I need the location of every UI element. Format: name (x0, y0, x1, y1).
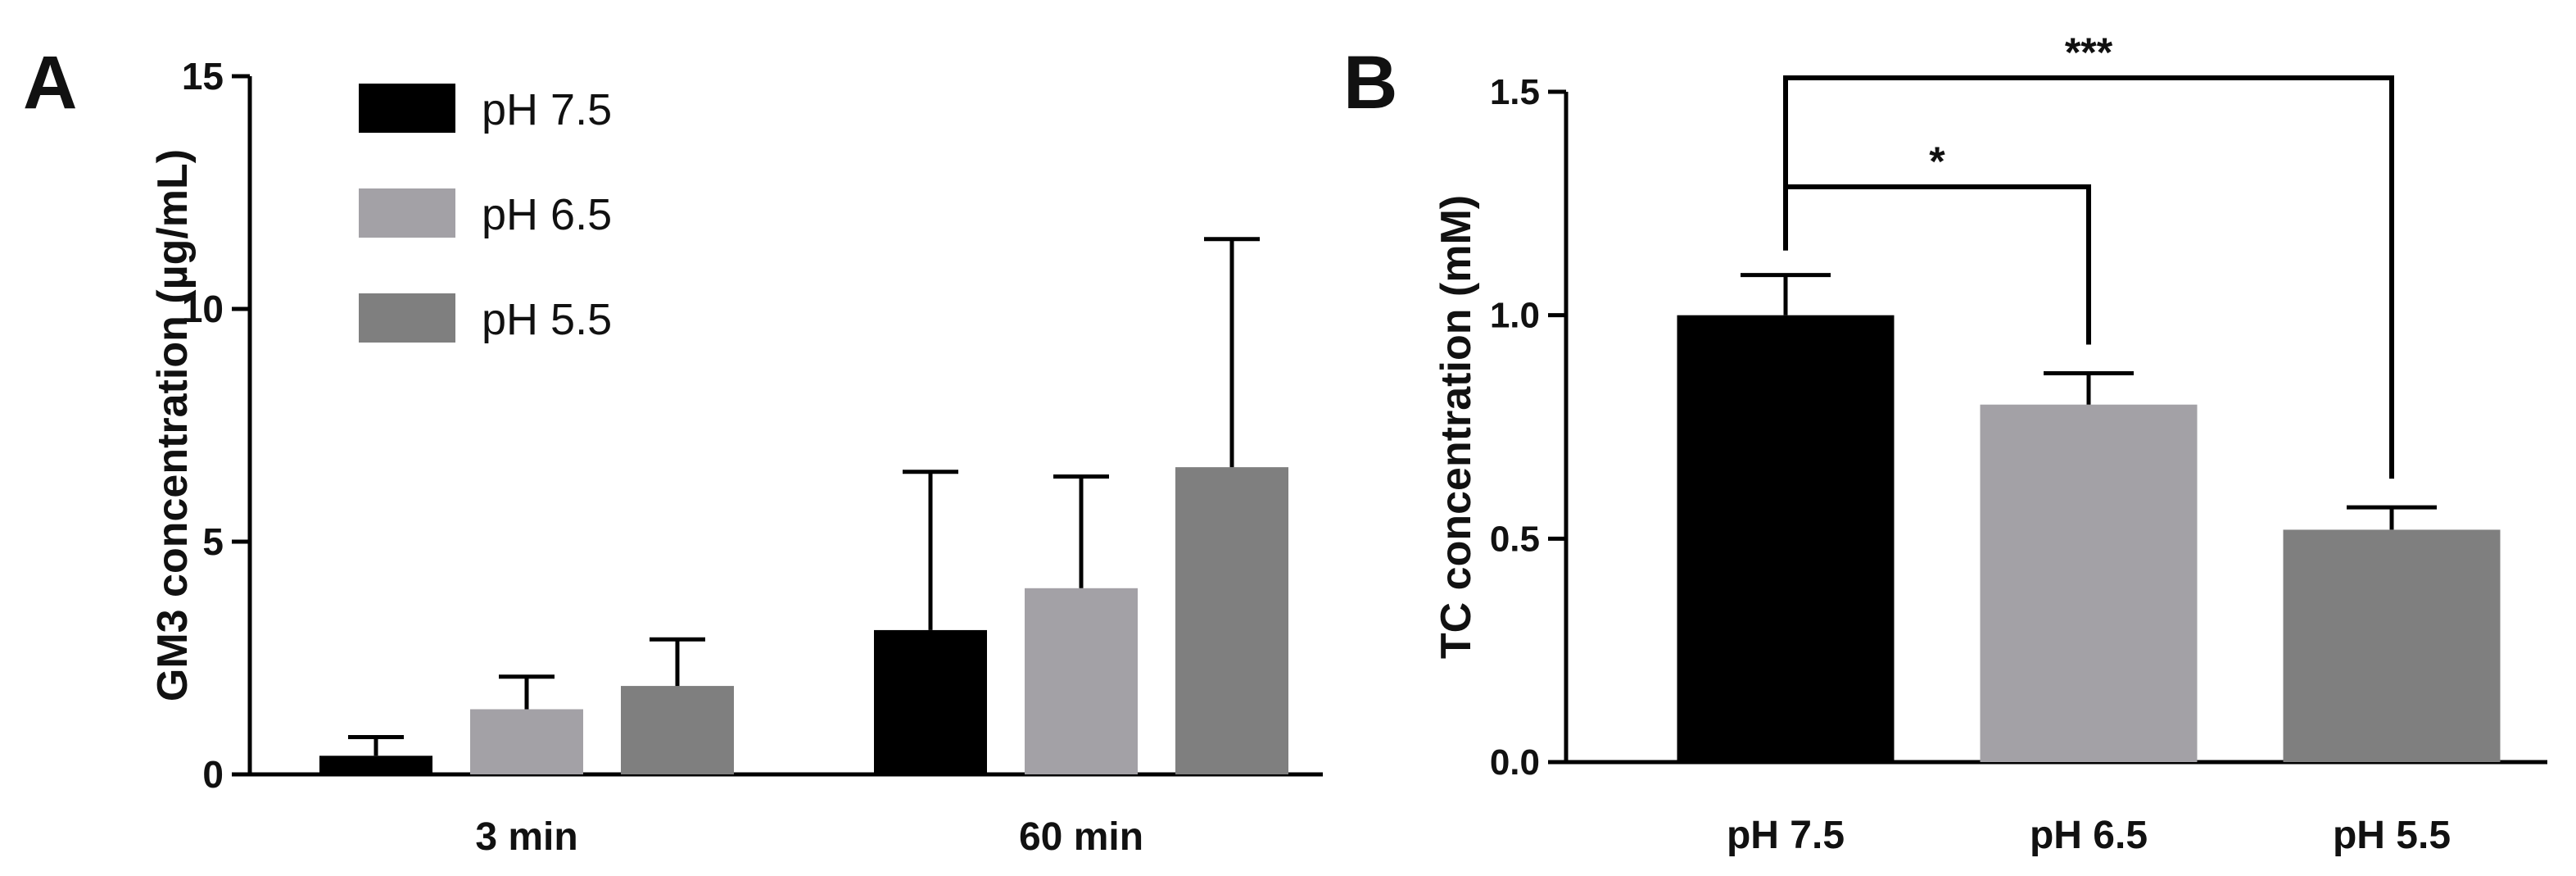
chart-a: 0 5 10 15 GM3 concentration (µg/mL) 3 min 60 m… (149, 55, 1323, 859)
bar-a-1-2 (1175, 467, 1288, 774)
panel-b-letter: B (1343, 41, 1397, 125)
x-tick-label-b-2: pH 5.5 (2333, 814, 2451, 857)
x-tick-label-a-0: 3 min (475, 815, 577, 859)
legend-label-2: pH 5.5 (482, 295, 612, 344)
significance-label-1: *** (2065, 30, 2113, 75)
error-bar-a-0-1 (499, 674, 555, 710)
x-tick-label-a-1: 60 min (1019, 815, 1143, 859)
legend-swatch-1 (359, 188, 455, 238)
panel-a-letter: A (23, 41, 77, 125)
legend-label-0: pH 7.5 (482, 85, 612, 134)
y-tick-label-a-3: 15 (182, 55, 224, 98)
y-tick-label-a-1: 5 (202, 520, 224, 563)
y-tick-label-b-3: 1.5 (1490, 72, 1540, 112)
bar-b-0 (1677, 315, 1895, 763)
y-tick-label-a-2: 10 (182, 288, 224, 330)
legend-label-1: pH 6.5 (482, 190, 612, 239)
x-tick-label-b-1: pH 6.5 (2030, 814, 2148, 857)
bar-a-0-2 (621, 686, 734, 774)
legend-swatch-0 (359, 84, 455, 133)
chart-b: 0.0 0.5 1.0 1.5 TC concentration (mM) pH 7.5 p… (1433, 30, 2547, 857)
error-bar-b-1 (2044, 371, 2134, 405)
axis-a (247, 76, 1323, 777)
significance-bracket-1 (1783, 75, 2394, 479)
x-tick-label-b-0: pH 7.5 (1727, 814, 1845, 857)
y-tick-label-b-2: 1.0 (1490, 296, 1540, 336)
y-axis-title-b: TC concentration (mM) (1433, 195, 1480, 659)
bar-a-0-0 (319, 756, 432, 774)
bar-b-1 (1980, 404, 2198, 762)
error-bar-a-0-0 (348, 735, 404, 756)
y-axis-title-a: GM3 concentration (µg/mL) (149, 149, 197, 701)
y-tick-label-a-0: 0 (202, 753, 224, 796)
error-bar-a-0-2 (650, 637, 705, 687)
error-bar-b-0 (1741, 273, 1831, 315)
bar-b-2 (2283, 529, 2501, 762)
y-tick-label-b-1: 0.5 (1490, 519, 1540, 559)
bar-a-1-1 (1025, 588, 1138, 774)
bar-a-0-1 (470, 709, 583, 774)
error-bar-a-1-1 (1053, 474, 1109, 588)
error-bar-a-1-0 (903, 470, 958, 630)
significance-label-0: * (1929, 138, 1945, 184)
error-bar-b-2 (2347, 505, 2437, 530)
bar-a-1-0 (874, 629, 987, 774)
error-bar-a-1-2 (1204, 237, 1260, 468)
legend-swatch-2 (359, 293, 455, 343)
y-tick-label-b-0: 0.0 (1490, 742, 1540, 783)
